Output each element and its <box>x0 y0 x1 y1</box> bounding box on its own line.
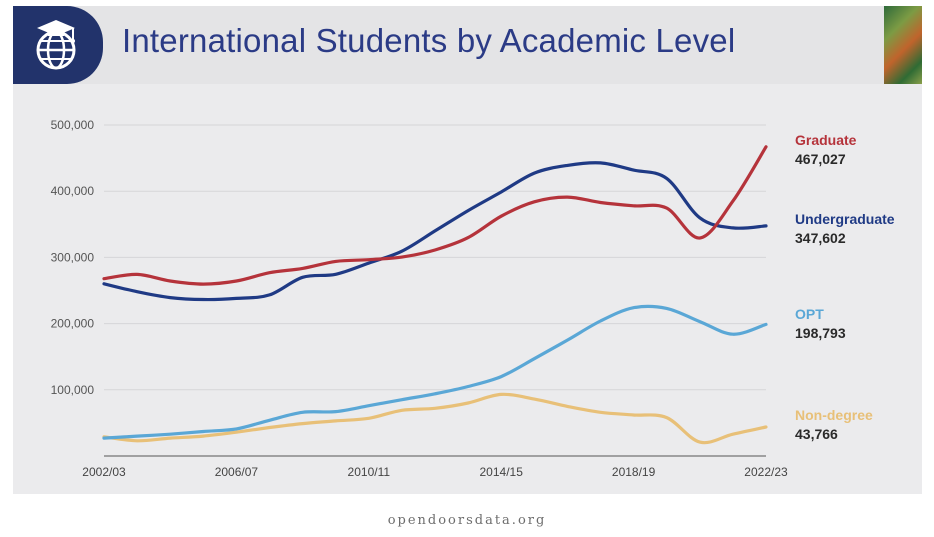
series-label-undergraduate: Undergraduate <box>795 211 895 227</box>
logo <box>13 6 103 84</box>
x-tick-label: 2022/23 <box>744 465 788 479</box>
series-end-value-graduate: 467,027 <box>795 151 846 167</box>
series-end-value-opt: 198,793 <box>795 325 846 341</box>
series-line-graduate <box>102 145 768 286</box>
y-tick-label: 200,000 <box>51 317 95 331</box>
series-line-non-degree <box>102 392 768 445</box>
decorative-image <box>884 6 922 84</box>
globe-graduation-cap-icon <box>36 20 76 70</box>
y-tick-label: 400,000 <box>51 184 95 198</box>
x-tick-label: 2006/07 <box>215 465 259 479</box>
series-line-undergraduate <box>102 161 768 302</box>
y-tick-label: 100,000 <box>51 383 95 397</box>
x-tick-label: 2002/03 <box>82 465 126 479</box>
x-tick-label: 2014/15 <box>480 465 524 479</box>
series-end-value-non-degree: 43,766 <box>795 426 838 442</box>
series-end-value-undergraduate: 347,602 <box>795 230 846 246</box>
series-label-non-degree: Non-degree <box>795 407 873 423</box>
slide-header: International Students by Academic Level <box>13 6 922 84</box>
x-tick-label: 2010/11 <box>348 465 391 479</box>
source-footer: opendoorsdata.org <box>387 513 547 528</box>
slide: International Students by Academic Level <box>13 6 922 494</box>
page-title: International Students by Academic Level <box>122 22 736 59</box>
series-label-opt: OPT <box>795 306 824 322</box>
series-label-graduate: Graduate <box>795 132 857 148</box>
series-line-opt <box>102 304 768 440</box>
y-tick-label: 300,000 <box>51 250 95 264</box>
x-tick-label: 2018/19 <box>612 465 656 479</box>
y-tick-label: 500,000 <box>51 118 95 132</box>
